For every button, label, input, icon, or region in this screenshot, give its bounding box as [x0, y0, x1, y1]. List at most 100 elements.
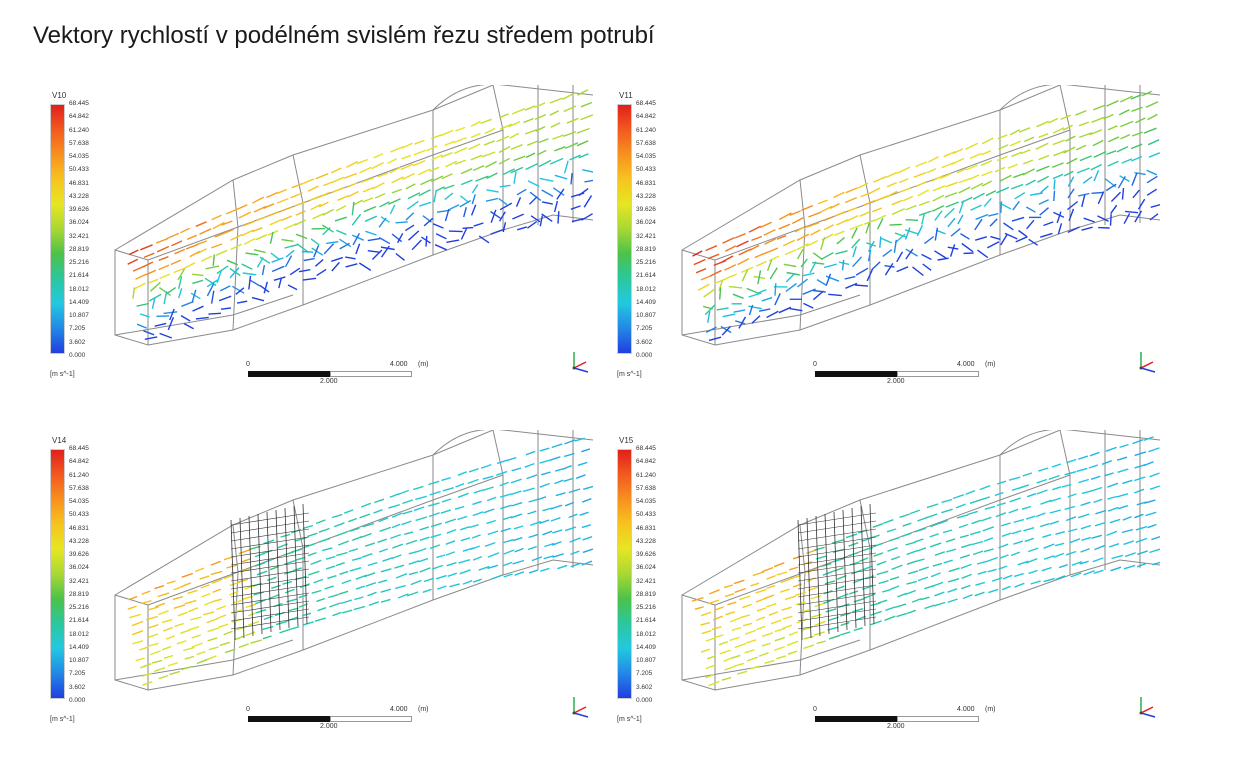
- velocity-vector: [934, 210, 943, 221]
- velocity-vector: [569, 154, 581, 161]
- velocity-vector: [181, 300, 194, 307]
- scale-black-segment: [248, 371, 330, 377]
- velocity-vector: [262, 625, 274, 631]
- velocity-vector: [1036, 489, 1048, 495]
- velocity-vector: [969, 499, 980, 504]
- velocity-vector: [728, 285, 743, 289]
- velocity-vector: [974, 218, 983, 231]
- wireframe-edge: [714, 574, 1071, 691]
- velocity-vector: [402, 499, 413, 505]
- velocity-vector: [1130, 94, 1142, 100]
- velocity-vector: [884, 263, 894, 276]
- velocity-vector: [731, 626, 742, 631]
- velocity-vector: [744, 649, 755, 654]
- velocity-vector: [339, 242, 350, 250]
- velocity-vector: [1013, 540, 1024, 545]
- velocity-vector: [536, 496, 547, 501]
- velocity-vector: [738, 316, 747, 329]
- velocity-vector: [499, 123, 513, 130]
- velocity-vector: [324, 585, 334, 590]
- mesh-line: [230, 520, 310, 534]
- velocity-vector: [158, 610, 169, 616]
- velocity-vector: [307, 551, 317, 557]
- velocity-vector: [979, 485, 991, 491]
- velocity-vector: [235, 287, 245, 295]
- velocity-vector: [295, 233, 308, 240]
- mesh-line: [266, 511, 272, 633]
- velocity-vector: [378, 517, 389, 523]
- velocity-vector: [237, 204, 248, 210]
- legend-tick: 46.831: [636, 179, 656, 187]
- velocity-vector: [275, 620, 288, 626]
- velocity-vector: [986, 241, 1000, 249]
- mesh-line: [869, 503, 875, 625]
- velocity-vector: [961, 242, 974, 253]
- velocity-vector: [1025, 558, 1038, 564]
- velocity-vector: [207, 627, 219, 633]
- velocity-vector: [432, 223, 444, 229]
- velocity-vector: [1141, 90, 1153, 97]
- velocity-vector: [200, 584, 210, 589]
- velocity-vector: [352, 234, 364, 241]
- velocity-vector: [335, 531, 348, 537]
- velocity-vector: [934, 551, 946, 557]
- velocity-vector: [994, 166, 1006, 173]
- velocity-vector: [158, 256, 169, 261]
- velocity-vector: [447, 572, 458, 577]
- velocity-vector: [721, 676, 732, 681]
- legend-tick: 68.445: [69, 100, 89, 107]
- velocity-vector: [579, 511, 589, 516]
- velocity-vector: [391, 523, 401, 529]
- velocity-vector: [1131, 106, 1143, 112]
- velocity-vector: [738, 248, 752, 256]
- velocity-vector: [762, 632, 773, 638]
- velocity-vector: [1080, 547, 1090, 553]
- velocity-vector: [219, 285, 231, 292]
- velocity-vector: [700, 648, 711, 653]
- velocity-vector: [1010, 183, 1024, 190]
- velocity-vector: [444, 208, 450, 222]
- velocity-vector: [1055, 531, 1065, 535]
- mesh-line: [824, 513, 830, 635]
- velocity-vector: [998, 565, 1008, 570]
- velocity-vector: [176, 640, 187, 645]
- velocity-vector: [1053, 211, 1065, 218]
- velocity-vector: [415, 495, 427, 501]
- velocity-vector: [987, 568, 997, 573]
- velocity-vector: [413, 506, 425, 512]
- velocity-vector: [181, 572, 194, 578]
- velocity-vector: [945, 548, 957, 553]
- velocity-vector: [245, 603, 257, 609]
- velocity-vector: [873, 542, 883, 547]
- velocity-vector: [200, 255, 213, 262]
- velocity-vector: [401, 520, 412, 526]
- velocity-vector: [957, 214, 964, 225]
- velocity-vector: [959, 534, 969, 539]
- mesh-line: [230, 592, 310, 606]
- velocity-vector: [915, 181, 927, 188]
- velocity-vector: [824, 580, 836, 585]
- velocity-vector: [1029, 192, 1043, 196]
- velocity-vector: [917, 516, 928, 522]
- velocity-vector: [541, 471, 551, 476]
- velocity-vector: [969, 174, 980, 180]
- velocity-vector: [1041, 566, 1052, 572]
- legend-tick: 7.205: [69, 670, 86, 678]
- velocity-vector: [337, 194, 349, 201]
- velocity-vector: [1108, 543, 1120, 548]
- velocity-vector: [845, 533, 858, 539]
- legend-tick: 39.626: [69, 206, 89, 213]
- velocity-vector: [996, 502, 1006, 507]
- velocity-vector: [514, 571, 525, 576]
- velocity-vector: [970, 530, 981, 536]
- velocity-vector: [1131, 172, 1138, 186]
- velocity-vector: [564, 452, 575, 458]
- velocity-vector: [814, 546, 825, 551]
- velocity-vector: [876, 217, 884, 230]
- velocity-vector: [155, 602, 166, 608]
- velocity-vector: [243, 237, 256, 245]
- velocity-vector: [958, 523, 969, 529]
- velocity-vector: [958, 178, 970, 184]
- velocity-vector: [885, 606, 896, 611]
- velocity-vector: [311, 589, 322, 594]
